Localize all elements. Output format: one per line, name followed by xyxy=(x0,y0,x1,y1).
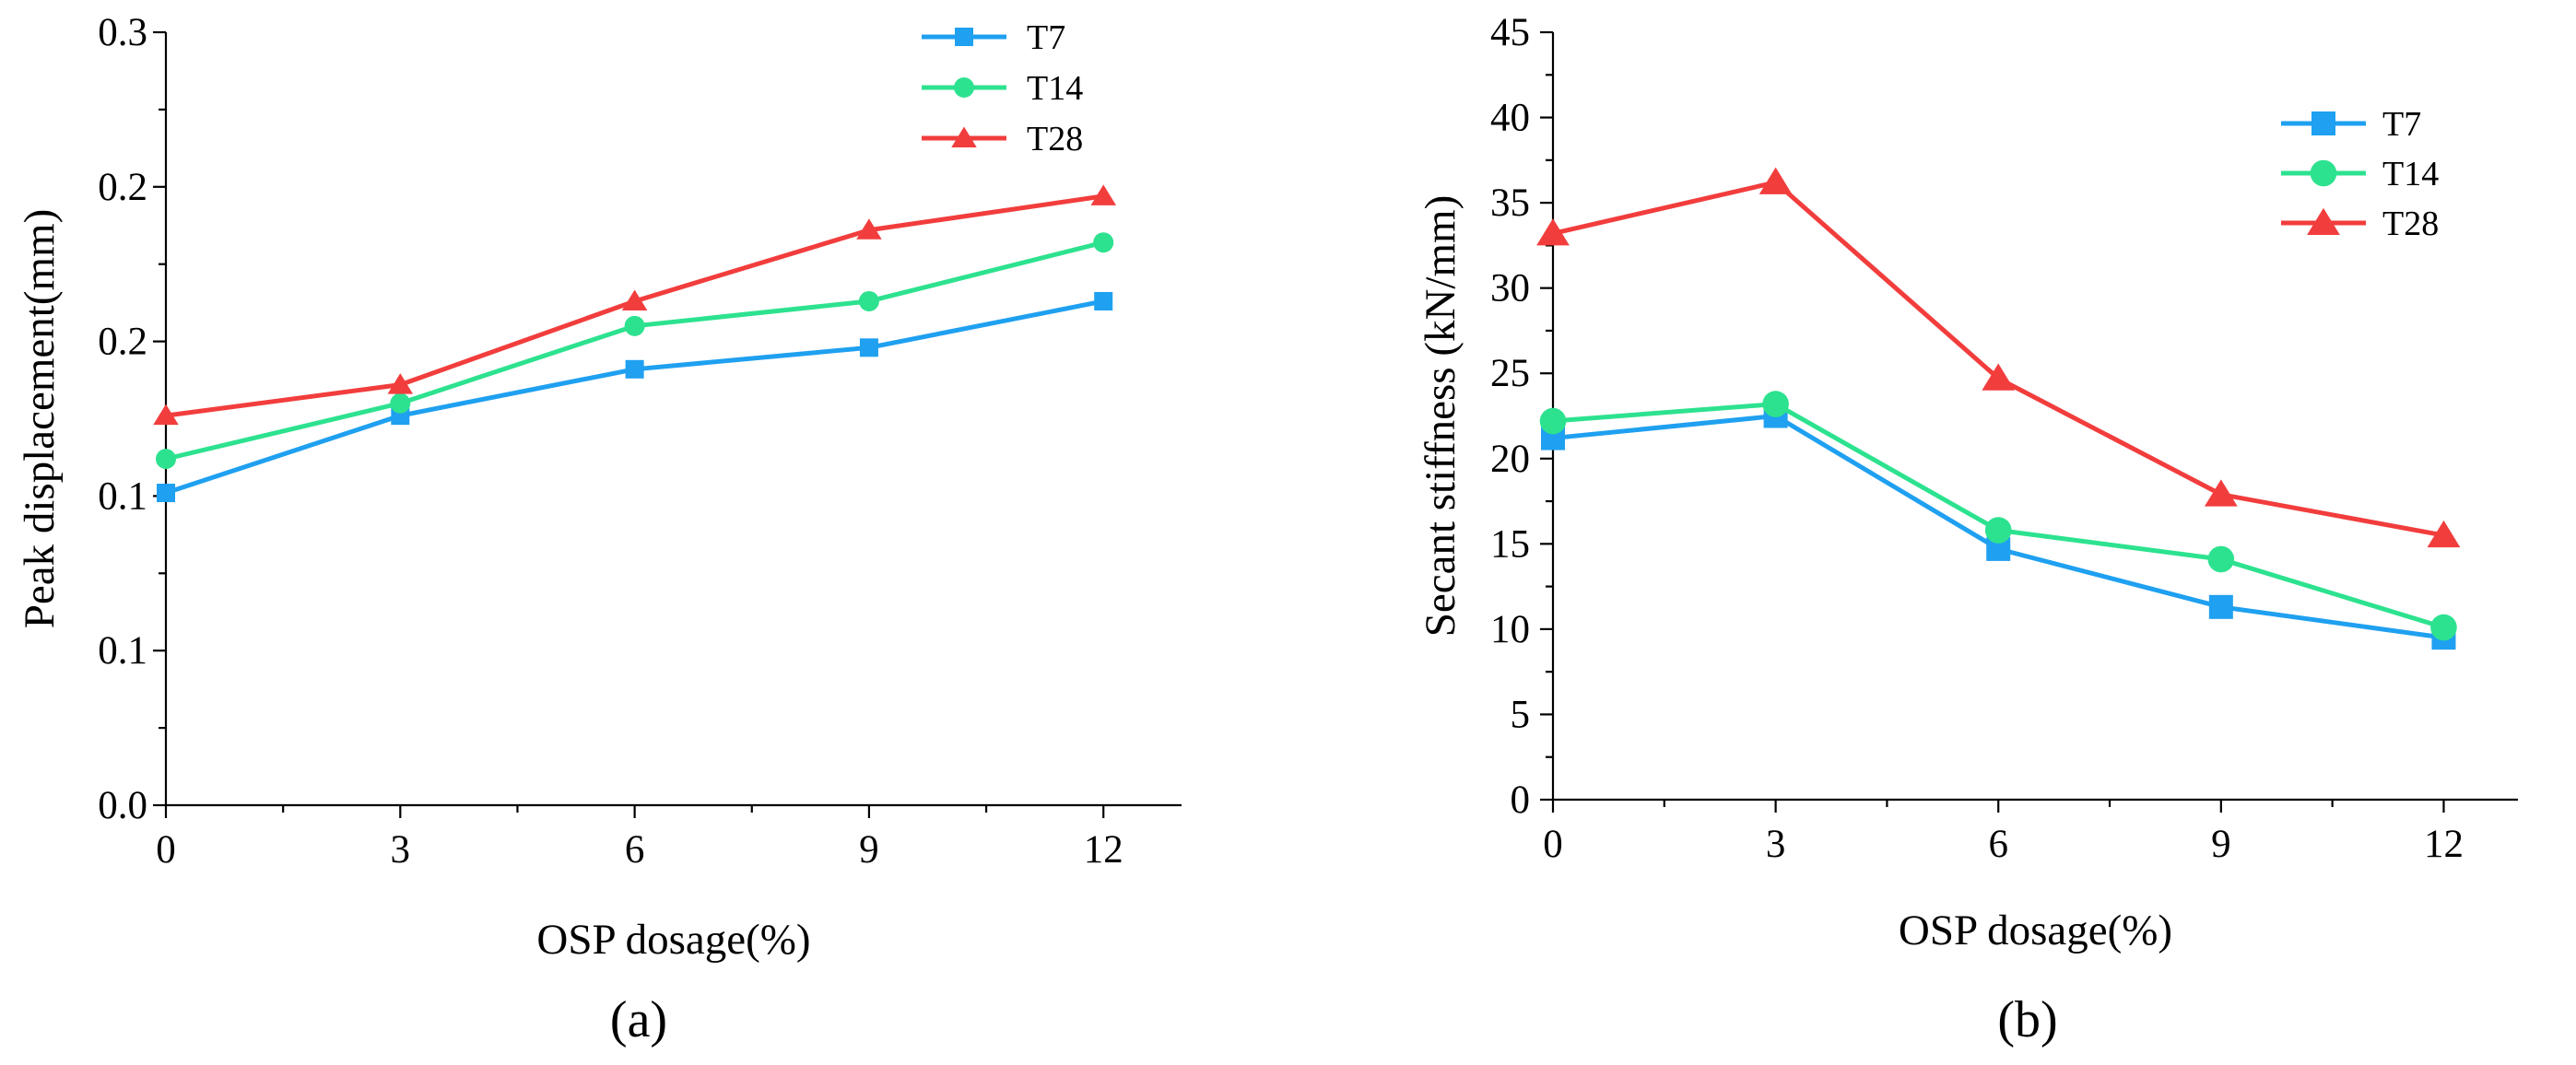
series-t14 xyxy=(1539,391,2457,641)
data-point xyxy=(156,449,176,470)
legend-label: T28 xyxy=(1027,120,1083,158)
data-point xyxy=(859,338,878,357)
series-line xyxy=(1552,402,2445,630)
y-tick-label: 0.1 xyxy=(98,474,147,518)
x-tick-label: 12 xyxy=(2424,823,2464,866)
legend-marker xyxy=(951,126,977,147)
series-line xyxy=(165,240,1104,462)
data-point xyxy=(625,359,644,379)
data-point xyxy=(1762,391,1789,417)
x-tick-label: 6 xyxy=(1988,823,2008,866)
data-point xyxy=(1536,218,1570,246)
y-tick-label: 0.3 xyxy=(98,11,147,54)
data-point xyxy=(390,392,411,414)
data-point xyxy=(858,290,879,311)
chart-panel-a: 0.0 0.1 0.1 0.2 0.2 0.3 0 3 6 9 12 OSP dosage(%) Pea… xyxy=(16,11,1182,1048)
data-point xyxy=(2208,594,2233,619)
y-tick-label: 10 xyxy=(1490,608,1530,651)
y-tick-label: 25 xyxy=(1490,352,1530,395)
legend-label: T7 xyxy=(1027,18,1065,57)
data-point xyxy=(856,218,882,240)
series-t14 xyxy=(156,232,1114,470)
x-tick-label: 9 xyxy=(859,828,879,872)
x-axis-title: OSP dosage(%) xyxy=(1899,907,2172,954)
series-t7 xyxy=(157,291,1113,503)
legend-marker xyxy=(2307,207,2340,235)
y-tick-label: 30 xyxy=(1490,267,1530,310)
legend-marker xyxy=(2311,111,2335,135)
data-point xyxy=(153,404,179,426)
y-tick-label: 15 xyxy=(1490,522,1530,566)
y-tick-label: 20 xyxy=(1490,438,1530,481)
data-point xyxy=(2427,520,2461,548)
data-point xyxy=(387,373,414,394)
series-t28 xyxy=(153,184,1116,426)
data-point xyxy=(1539,407,1567,435)
data-point xyxy=(2430,614,2457,641)
legend-label: T14 xyxy=(2382,155,2439,193)
legend-label: T7 xyxy=(2382,105,2421,144)
data-point xyxy=(1094,291,1113,310)
y-tick-label: 0.1 xyxy=(98,629,147,673)
y-tick-label: 0.2 xyxy=(98,321,147,364)
y-tick-label: 0.2 xyxy=(98,166,147,209)
data-point xyxy=(621,289,648,310)
series-line xyxy=(1552,180,2444,538)
legend-marker xyxy=(954,77,974,98)
x-tick-label: 9 xyxy=(2211,823,2231,866)
data-point xyxy=(2204,479,2238,507)
y-tick-label: 0 xyxy=(1511,778,1531,822)
y-axis-title: Peak displacement(mm) xyxy=(16,209,64,629)
legend-item-t7: T7 xyxy=(922,18,1065,57)
data-point xyxy=(1759,167,1793,194)
y-tick-label: 40 xyxy=(1490,97,1530,140)
y-axis-title: Secant stiffness (kN/mm) xyxy=(1417,195,1464,638)
legend-item-t28: T28 xyxy=(922,120,1083,158)
legend-item-t28: T28 xyxy=(2281,205,2439,243)
panel-label: (a) xyxy=(610,991,667,1048)
y-tick-label: 35 xyxy=(1490,181,1530,225)
data-point xyxy=(1093,232,1114,253)
x-tick-label: 6 xyxy=(625,828,645,872)
data-point xyxy=(624,315,645,336)
legend-item-t14: T14 xyxy=(2281,155,2439,193)
x-tick-label: 12 xyxy=(1084,828,1123,872)
x-tick-label: 3 xyxy=(391,828,411,872)
legend-label: T28 xyxy=(2382,205,2439,243)
data-point xyxy=(2207,545,2235,573)
data-point xyxy=(1982,363,2016,391)
legend-item-t7: T7 xyxy=(2281,105,2421,144)
x-tick-label: 0 xyxy=(156,828,176,872)
legend-marker xyxy=(2310,159,2337,187)
legend-item-t14: T14 xyxy=(922,69,1083,108)
data-point xyxy=(1090,184,1116,205)
data-point xyxy=(157,484,175,503)
legend-label: T14 xyxy=(1027,69,1083,108)
x-tick-label: 0 xyxy=(1543,823,1563,866)
legend-marker xyxy=(955,28,973,46)
y-tick-label: 0.0 xyxy=(98,784,147,827)
panel-label: (b) xyxy=(1997,991,2057,1048)
y-tick-label: 45 xyxy=(1490,11,1530,54)
y-tick-label: 5 xyxy=(1511,693,1531,736)
x-tick-label: 3 xyxy=(1766,823,1786,866)
chart-panel-b: 0 5 10 15 20 25 30 35 40 45 0 3 6 9 12 OSP dosage(%) Sec… xyxy=(1417,11,2518,1048)
x-axis-title: OSP dosage(%) xyxy=(536,916,810,964)
series-t28 xyxy=(1536,167,2461,548)
data-point xyxy=(1984,517,2012,544)
